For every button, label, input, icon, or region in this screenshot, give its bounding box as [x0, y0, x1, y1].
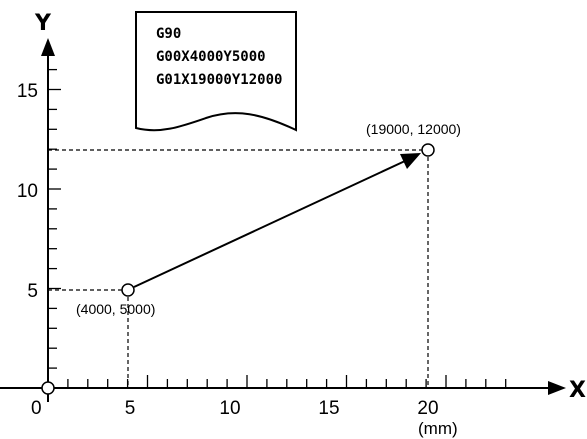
start-point-label: (4000, 5000): [76, 301, 155, 317]
start-point: [121, 283, 135, 297]
motion-path-line: [133, 160, 406, 288]
x-tick-label-20: 20: [417, 398, 438, 419]
program-line-2: G00X4000Y5000: [156, 49, 266, 65]
y-axis-arrow: [41, 38, 55, 56]
motion-path-arrowhead: [400, 153, 421, 169]
x-axis-arrow: [548, 381, 566, 395]
unit-label: (mm): [418, 419, 458, 438]
y-tick-label-15: 15: [17, 81, 38, 102]
y-tick-marks: [48, 68, 61, 369]
end-point: [421, 143, 435, 157]
end-point-label: (19000, 12000): [366, 121, 461, 137]
program-line-1: G90: [156, 26, 181, 42]
y-tick-label-10: 10: [17, 181, 38, 202]
x-tick-marks: [67, 375, 507, 388]
x-tick-label-10: 10: [219, 398, 240, 419]
program-card: [135, 11, 297, 132]
x-tick-label-15: 15: [318, 398, 339, 419]
y-tick-label-5: 5: [27, 281, 38, 302]
origin-point: [41, 381, 55, 395]
x-tick-label-5: 5: [125, 398, 136, 419]
program-line-3: G01X19000Y12000: [156, 72, 282, 88]
y-axis-label: Y: [34, 11, 52, 36]
x-axis-label: X: [569, 378, 586, 403]
origin-label: 0: [31, 398, 42, 419]
